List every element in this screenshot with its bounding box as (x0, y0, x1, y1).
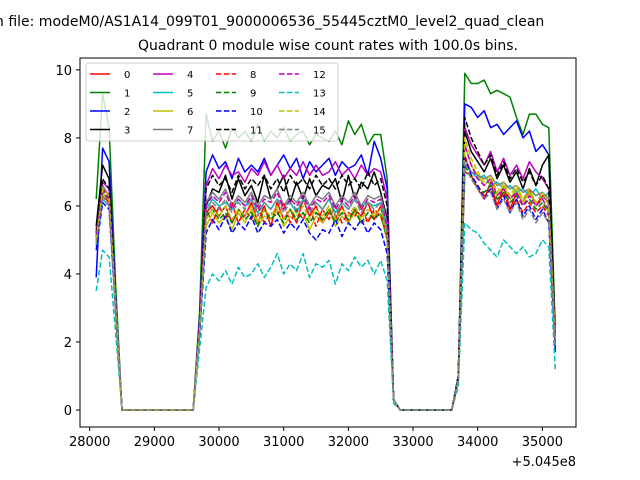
legend-label-11: 11 (250, 126, 263, 137)
y-tick-label: 10 (55, 64, 72, 79)
legend-label-10: 10 (250, 107, 263, 118)
legend-label-7: 7 (187, 126, 193, 137)
legend-label-13: 13 (313, 89, 326, 100)
x-tick-label: 30000 (198, 435, 239, 450)
x-tick-label: 32000 (328, 435, 369, 450)
chart-title: Quadrant 0 module wise count rates with … (138, 38, 518, 54)
series-line-12 (95, 143, 557, 411)
legend-label-15: 15 (313, 126, 326, 137)
legend-label-14: 14 (313, 107, 326, 118)
x-axis-ticks: 28000 29000 30000 31000 32000 33000 34000 35000 (69, 427, 563, 450)
axes-frame (79, 57, 577, 428)
series-line-14 (95, 137, 557, 411)
y-tick-label: 2 (64, 336, 72, 351)
x-axis-offset-label: +5.045e8 (512, 455, 576, 470)
legend-label-8: 8 (250, 70, 256, 81)
legend-label-3: 3 (124, 126, 130, 137)
legend-label-1: 1 (124, 89, 130, 100)
series-line-15 (95, 160, 557, 411)
x-tick-label: 34000 (457, 435, 498, 450)
legend-label-0: 0 (124, 70, 130, 81)
figure-suptitle: n file: modeM0/AS1A14_099T01_9000006536_… (0, 14, 544, 30)
legend-label-2: 2 (124, 107, 130, 118)
x-tick-label: 35000 (522, 435, 563, 450)
y-tick-label: 8 (64, 132, 72, 147)
y-tick-label: 6 (64, 200, 72, 215)
legend-label-6: 6 (187, 107, 193, 118)
y-tick-label: 4 (64, 268, 72, 283)
legend-label-5: 5 (187, 89, 193, 100)
y-tick-label: 0 (64, 404, 72, 419)
y-axis-ticks: 0 2 4 6 8 10 (55, 64, 80, 419)
series-line-11 (95, 116, 557, 411)
plot-area (79, 57, 577, 428)
x-tick-label: 31000 (263, 435, 304, 450)
x-tick-label: 33000 (392, 435, 433, 450)
x-tick-label: 28000 (69, 435, 110, 450)
x-tick-label: 29000 (134, 435, 175, 450)
legend-label-4: 4 (187, 70, 193, 81)
legend-label-9: 9 (250, 89, 256, 100)
series-lines (95, 72, 557, 411)
legend-box (85, 62, 339, 142)
legend-label-12: 12 (313, 70, 326, 81)
